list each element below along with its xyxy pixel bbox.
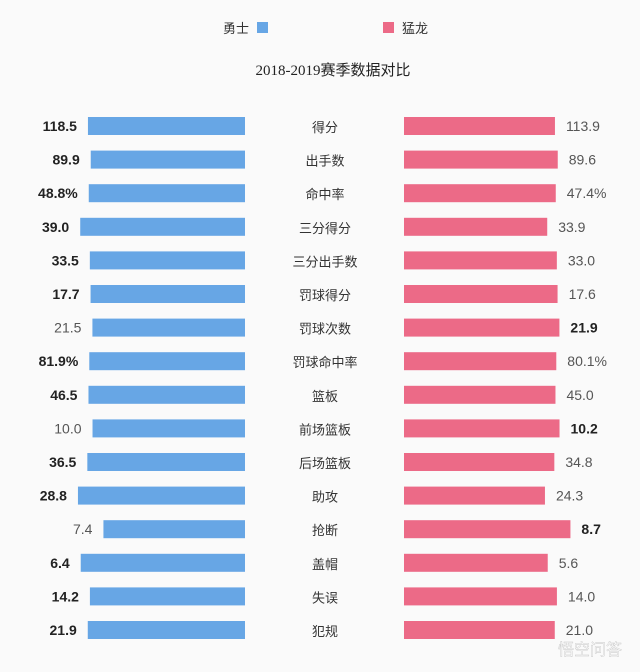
bar-raptors <box>404 352 557 371</box>
value-label-raptors: 5.6 <box>559 555 579 571</box>
value-label-warriors: 36.5 <box>49 454 76 470</box>
bar-warriors <box>80 217 245 236</box>
category-label: 犯规 <box>312 624 338 639</box>
category-label: 后场篮板 <box>299 456 351 471</box>
value-label-warriors: 46.5 <box>50 387 77 403</box>
watermark: 悟空问答 <box>558 641 622 659</box>
value-label-warriors: 89.9 <box>52 152 79 168</box>
bar-warriors <box>89 352 246 371</box>
legend: 勇士 猛龙 <box>223 21 428 36</box>
legend-swatch-raptors <box>383 22 394 33</box>
category-label: 篮板 <box>312 389 338 404</box>
category-label: 三分出手数 <box>292 254 357 269</box>
bar-raptors <box>404 587 557 606</box>
bar-warriors <box>87 453 246 471</box>
value-label-warriors: 118.5 <box>43 118 77 134</box>
category-label: 三分得分 <box>299 221 351 236</box>
value-label-raptors: 21.9 <box>570 320 597 336</box>
category-label: 助攻 <box>312 490 338 505</box>
value-label-warriors: 28.8 <box>40 488 67 504</box>
bar-raptors <box>404 553 548 572</box>
bar-raptors <box>404 419 560 438</box>
value-label-warriors: 48.8% <box>38 185 78 201</box>
bar-raptors <box>404 217 548 236</box>
value-label-raptors: 17.6 <box>569 286 596 302</box>
chart-title: 2018-2019赛季数据对比 <box>256 62 411 79</box>
value-label-warriors: 39.0 <box>42 219 69 235</box>
value-label-warriors: 17.7 <box>52 286 79 302</box>
bar-warriors <box>103 520 245 539</box>
value-label-raptors: 14.0 <box>568 588 595 604</box>
category-label: 罚球命中率 <box>292 355 357 370</box>
bar-raptors <box>404 520 571 539</box>
category-label: 得分 <box>312 120 338 135</box>
value-label-warriors: 81.9% <box>39 353 79 369</box>
value-label-raptors: 113.9 <box>566 118 600 134</box>
bar-raptors <box>404 117 555 135</box>
category-label: 命中率 <box>305 187 344 202</box>
bar-raptors <box>404 318 560 337</box>
bar-warriors <box>89 251 245 270</box>
legend-label-raptors: 猛龙 <box>402 21 428 36</box>
bar-warriors <box>77 486 245 505</box>
category-label: 前场篮板 <box>299 422 351 437</box>
value-label-raptors: 47.4% <box>567 185 607 201</box>
bar-raptors <box>404 285 558 303</box>
legend-swatch-warriors <box>257 22 268 33</box>
value-label-raptors: 10.2 <box>571 420 598 436</box>
value-label-raptors: 21.0 <box>566 622 593 638</box>
value-label-raptors: 89.6 <box>569 152 596 168</box>
bar-raptors <box>404 453 555 471</box>
value-label-warriors: 21.5 <box>54 320 81 336</box>
category-label: 罚球次数 <box>299 322 351 337</box>
value-label-raptors: 80.1% <box>567 353 607 369</box>
bar-raptors <box>404 486 545 505</box>
value-label-warriors: 6.4 <box>50 555 70 571</box>
value-label-warriors: 14.2 <box>52 588 79 604</box>
bar-raptors <box>404 150 558 169</box>
category-label: 罚球得分 <box>299 288 351 303</box>
category-label: 盖帽 <box>312 557 338 572</box>
value-label-raptors: 34.8 <box>565 454 592 470</box>
bar-raptors <box>404 184 556 203</box>
value-label-warriors: 33.5 <box>52 252 79 268</box>
value-label-warriors: 10.0 <box>54 420 81 436</box>
value-label-raptors: 33.0 <box>568 252 595 268</box>
category-label: 失误 <box>312 590 338 605</box>
value-label-warriors: 21.9 <box>50 622 77 638</box>
bar-warriors <box>87 621 246 639</box>
bar-warriors <box>92 318 245 337</box>
bar-warriors <box>90 285 245 303</box>
value-label-raptors: 45.0 <box>566 387 593 403</box>
bar-raptors <box>404 385 556 404</box>
value-label-warriors: 7.4 <box>73 521 93 537</box>
bar-raptors <box>404 621 555 639</box>
bar-warriors <box>87 117 245 135</box>
bar-warriors <box>92 419 245 438</box>
legend-label-warriors: 勇士 <box>223 21 249 36</box>
bar-warriors <box>90 150 245 169</box>
bar-warriors <box>88 385 246 404</box>
bar-warriors <box>80 553 245 572</box>
bar-raptors <box>404 251 557 270</box>
bar-warriors <box>89 587 245 606</box>
category-label: 出手数 <box>305 154 344 169</box>
value-label-raptors: 8.7 <box>581 521 601 537</box>
category-label: 抢断 <box>312 523 338 538</box>
bar-warriors <box>88 184 245 203</box>
value-label-raptors: 33.9 <box>558 219 585 235</box>
value-label-raptors: 24.3 <box>556 488 583 504</box>
